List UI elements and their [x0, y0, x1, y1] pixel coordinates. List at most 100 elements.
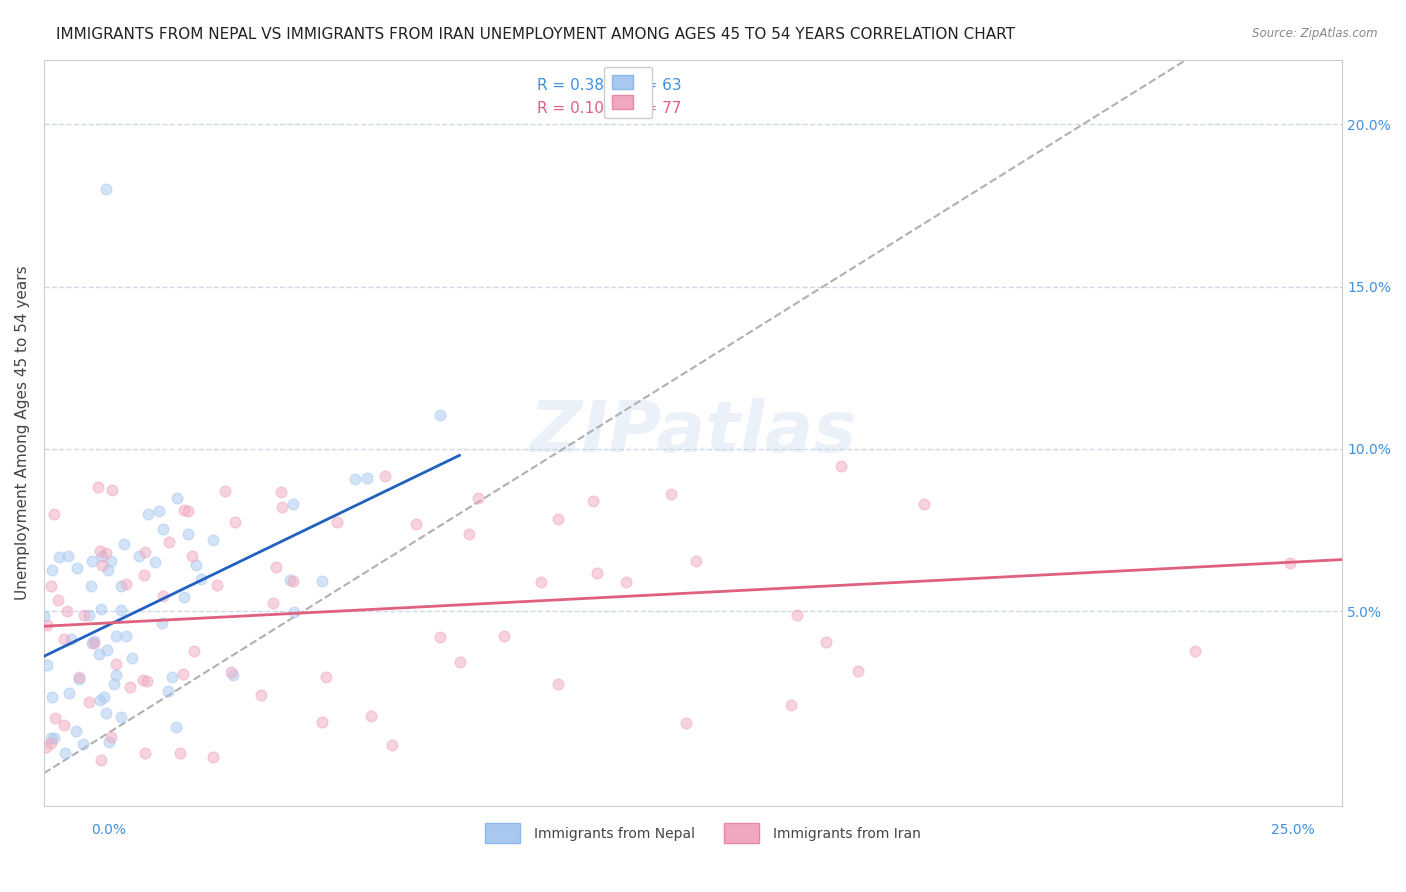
- Point: [190, 572, 212, 586]
- Point: [156, 684, 179, 698]
- Point: [53, 746, 76, 760]
- Point: [262, 596, 284, 610]
- Point: [201, 750, 224, 764]
- Point: [110, 603, 132, 617]
- Text: ZIPatlas: ZIPatlas: [530, 398, 856, 467]
- Point: [35, 739, 58, 754]
- Point: [89, 648, 111, 662]
- Point: [121, 651, 143, 665]
- Point: [374, 468, 396, 483]
- Point: [173, 590, 195, 604]
- Point: [222, 668, 245, 682]
- Point: [35, 658, 58, 673]
- Text: Immigrants from Nepal: Immigrants from Nepal: [534, 827, 696, 841]
- Point: [41, 690, 63, 704]
- Point: [152, 522, 174, 536]
- Point: [110, 579, 132, 593]
- Point: [96, 182, 118, 196]
- Point: [73, 607, 96, 622]
- Point: [90, 549, 112, 564]
- Point: [87, 480, 110, 494]
- Point: [165, 720, 187, 734]
- Point: [97, 563, 120, 577]
- Point: [134, 746, 156, 760]
- Point: [65, 724, 87, 739]
- Point: [614, 574, 637, 589]
- Text: Source: ZipAtlas.com: Source: ZipAtlas.com: [1253, 27, 1378, 40]
- Point: [250, 688, 273, 702]
- Point: [311, 714, 333, 729]
- Point: [172, 666, 194, 681]
- Point: [83, 636, 105, 650]
- Y-axis label: Unemployment Among Ages 45 to 54 years: Unemployment Among Ages 45 to 54 years: [15, 265, 30, 600]
- Point: [429, 408, 451, 422]
- Point: [67, 673, 90, 687]
- Point: [169, 747, 191, 761]
- Point: [311, 574, 333, 589]
- Point: [53, 632, 76, 646]
- Point: [77, 607, 100, 622]
- Point: [830, 459, 852, 474]
- Point: [177, 527, 200, 541]
- Point: [181, 549, 204, 564]
- Point: [67, 670, 90, 684]
- Point: [90, 558, 112, 573]
- Point: [166, 491, 188, 506]
- Point: [492, 629, 515, 643]
- Point: [104, 668, 127, 682]
- Point: [42, 731, 65, 746]
- Point: [150, 616, 173, 631]
- Point: [381, 738, 404, 752]
- Legend: , : ,: [603, 67, 652, 119]
- Point: [115, 629, 138, 643]
- Point: [39, 731, 62, 746]
- Point: [360, 708, 382, 723]
- Point: [39, 736, 62, 750]
- Point: [1279, 556, 1302, 570]
- Point: [37, 617, 59, 632]
- Point: [80, 579, 103, 593]
- Point: [96, 546, 118, 560]
- Point: [173, 502, 195, 516]
- Point: [270, 484, 292, 499]
- Point: [131, 673, 153, 687]
- Point: [72, 737, 94, 751]
- Point: [326, 515, 349, 529]
- Point: [103, 677, 125, 691]
- Text: R = 0.109   N = 77: R = 0.109 N = 77: [537, 101, 682, 116]
- Point: [356, 471, 378, 485]
- Point: [110, 710, 132, 724]
- Point: [176, 504, 198, 518]
- Point: [82, 636, 104, 650]
- Point: [278, 574, 301, 588]
- Point: [281, 574, 304, 588]
- Point: [104, 657, 127, 671]
- Point: [162, 670, 184, 684]
- Point: [120, 680, 142, 694]
- Point: [467, 491, 489, 506]
- Point: [115, 577, 138, 591]
- Point: [89, 692, 111, 706]
- Point: [586, 566, 609, 580]
- Point: [814, 635, 837, 649]
- Point: [581, 494, 603, 508]
- Point: [780, 698, 803, 713]
- Point: [41, 579, 63, 593]
- Point: [281, 497, 304, 511]
- Point: [80, 554, 103, 568]
- Point: [132, 568, 155, 582]
- Point: [547, 512, 569, 526]
- Text: IMMIGRANTS FROM NEPAL VS IMMIGRANTS FROM IRAN UNEMPLOYMENT AMONG AGES 45 TO 54 Y: IMMIGRANTS FROM NEPAL VS IMMIGRANTS FROM…: [56, 27, 1015, 42]
- Point: [530, 574, 553, 589]
- Point: [100, 731, 122, 745]
- Point: [112, 537, 135, 551]
- Point: [429, 630, 451, 644]
- Point: [89, 544, 111, 558]
- Point: [134, 545, 156, 559]
- Point: [264, 560, 287, 574]
- Point: [184, 558, 207, 573]
- Point: [66, 561, 89, 575]
- Point: [105, 629, 128, 643]
- Point: [41, 563, 63, 577]
- Point: [912, 497, 935, 511]
